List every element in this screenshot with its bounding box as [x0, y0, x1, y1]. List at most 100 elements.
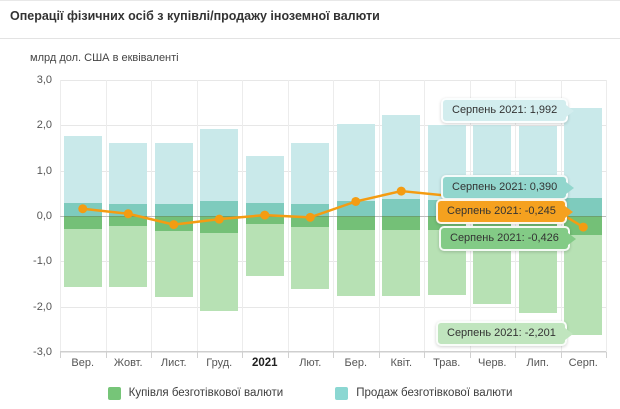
gridline-vertical: [196, 80, 198, 352]
bar-segment-sale-cash-bar-Лист.[interactable]: [154, 143, 193, 204]
tooltip: Серпень 2021: 1,992: [441, 98, 575, 123]
bar-segment-sale-noncash-bar-Квіт.[interactable]: [382, 199, 421, 216]
tooltip: Серпень 2021: 0,390: [441, 175, 575, 200]
y-axis-label: -3,0: [33, 346, 52, 358]
x-axis-tick: [515, 352, 516, 358]
line-point-Лист.[interactable]: [169, 220, 179, 230]
gridline-vertical: [606, 80, 607, 352]
bar-segment-sale-cash-bar-Квіт.[interactable]: [382, 114, 421, 200]
y-axis-label: 2,0: [36, 119, 52, 132]
gridline-vertical: [378, 80, 380, 352]
tooltip-arrow: [564, 327, 573, 340]
bar-segment-buy-noncash-bar-Квіт.[interactable]: [382, 216, 421, 230]
x-axis-label-Лип.: Лип.: [526, 357, 549, 369]
line-point-Жовт.[interactable]: [123, 209, 133, 219]
tooltip-arrow: [564, 205, 573, 218]
gridline-vertical: [151, 80, 152, 352]
x-axis-label-Трав.: Трав.: [433, 357, 461, 369]
bar-segment-sale-cash-bar-2021[interactable]: [245, 156, 284, 204]
y-axis-label: -1,0: [33, 255, 52, 268]
bar-segment-buy-noncash-bar-Вер.[interactable]: [63, 216, 102, 230]
y-axis-label: 1,0: [36, 164, 52, 177]
x-axis-tick: [287, 352, 289, 358]
line-point-Квіт.[interactable]: [396, 186, 406, 196]
x-axis-tick: [151, 352, 152, 358]
x-axis-label-Серп.: Серп.: [568, 357, 598, 369]
tooltip: Серпень 2021: -0,245: [436, 199, 573, 224]
line-point-Лют.[interactable]: [305, 212, 315, 222]
y-axis-label: 3,0: [36, 74, 52, 86]
x-axis-tick: [60, 352, 61, 358]
bar-segment-buy-cash-bar-Серп.[interactable]: [564, 235, 603, 336]
gridline-vertical: [105, 80, 107, 352]
plot-area: [60, 80, 607, 353]
x-axis-label-Жовт.: Жовт.: [113, 357, 143, 369]
bar-segment-buy-noncash-bar-2021[interactable]: [245, 216, 284, 225]
gridline-vertical: [424, 80, 425, 352]
x-axis-tick: [242, 352, 243, 358]
bar-segment-sale-noncash-bar-Серп.[interactable]: [564, 198, 603, 216]
x-axis-tick: [469, 352, 471, 358]
bar-segment-buy-cash-bar-Лют.[interactable]: [291, 226, 330, 289]
legend-swatch-sale-noncash: [335, 386, 349, 400]
bar-segment-buy-cash-bar-Вер.[interactable]: [63, 229, 102, 287]
x-axis-label-Вер.: Вер.: [71, 357, 95, 369]
bar-segment-sale-cash-bar-Вер.[interactable]: [63, 136, 102, 203]
chart-title: Операції фізичних осіб з купівлі/продажу…: [10, 9, 380, 23]
y-axis-label: 0,0: [36, 210, 52, 222]
x-axis-tick: [196, 352, 198, 358]
x-axis-tick: [378, 352, 380, 358]
x-axis-tick: [105, 352, 107, 358]
legend-item-buy-noncash[interactable]: Купівля безготівкової валюти: [107, 386, 284, 400]
tooltip-arrow: [566, 104, 575, 117]
legend-label-sale-noncash: Продаж безготівкової валюти: [356, 387, 513, 399]
bar-segment-sale-cash-bar-Жовт.[interactable]: [109, 143, 148, 205]
tooltip: Серпень 2021: -2,201: [436, 321, 573, 346]
bar-segment-buy-noncash-bar-Жовт.[interactable]: [109, 216, 148, 226]
legend-swatch-buy-noncash: [107, 386, 121, 400]
legend-label-buy-noncash: Купівля безготівкової валюти: [128, 387, 284, 399]
x-axis-label-Квіт.: Квіт.: [390, 357, 413, 369]
tooltip: Серпень 2021: -0,426: [439, 226, 576, 251]
zero-line: [60, 216, 606, 217]
x-axis-label-Лист.: Лист.: [160, 357, 187, 369]
line-point-Серп.[interactable]: [578, 222, 588, 232]
x-axis-tick: [333, 352, 334, 358]
line-point-2021[interactable]: [260, 210, 270, 220]
gridline-vertical: [60, 80, 61, 352]
bar-segment-buy-cash-bar-Лист.[interactable]: [154, 230, 193, 298]
bar-segment-sale-cash-bar-Груд.[interactable]: [200, 128, 239, 202]
tooltip-arrow: [567, 232, 576, 245]
line-point-Бер.[interactable]: [351, 196, 361, 206]
line-point-Вер.[interactable]: [78, 204, 88, 214]
y-axis-label: -2,0: [33, 300, 52, 313]
title-divider: [0, 38, 620, 39]
legend: Купівля безготівкової валюти Продаж безг…: [0, 382, 620, 404]
bar-segment-buy-cash-bar-Квіт.[interactable]: [382, 229, 421, 296]
x-axis-label-Бер.: Бер.: [344, 357, 367, 369]
x-axis-label-Груд.: Груд.: [206, 357, 233, 369]
bar-segment-sale-cash-bar-Лют.[interactable]: [291, 143, 330, 204]
bar-segment-sale-noncash-bar-Лист.[interactable]: [154, 203, 193, 216]
x-axis-label-Черв.: Черв.: [478, 357, 507, 369]
gridline-vertical: [333, 80, 334, 352]
line-point-Груд.[interactable]: [214, 214, 224, 224]
bar-segment-buy-cash-bar-Бер.[interactable]: [336, 229, 375, 296]
bar-segment-buy-cash-bar-2021[interactable]: [245, 224, 284, 276]
bar-segment-sale-noncash-bar-Груд.[interactable]: [200, 201, 239, 216]
x-axis-tick: [560, 352, 562, 358]
legend-item-sale-noncash[interactable]: Продаж безготівкової валюти: [335, 386, 513, 400]
x-axis-line: [60, 351, 606, 352]
bar-segment-buy-cash-bar-Жовт.[interactable]: [109, 225, 148, 288]
bar-segment-sale-noncash-bar-2021[interactable]: [245, 203, 284, 216]
x-axis-label-Лют.: Лют.: [299, 357, 322, 369]
x-axis-tick: [424, 352, 425, 358]
tooltip-arrow: [566, 181, 575, 194]
x-axis-tick: [606, 352, 607, 358]
unit-label: млрд дол. США в еквіваленті: [30, 52, 179, 64]
bar-segment-buy-noncash-bar-Бер.[interactable]: [336, 216, 375, 230]
bar-segment-sale-cash-bar-Бер.[interactable]: [336, 123, 375, 202]
bar-segment-buy-cash-bar-Груд.[interactable]: [200, 232, 239, 312]
x-axis-label-2021: 2021: [251, 357, 278, 369]
